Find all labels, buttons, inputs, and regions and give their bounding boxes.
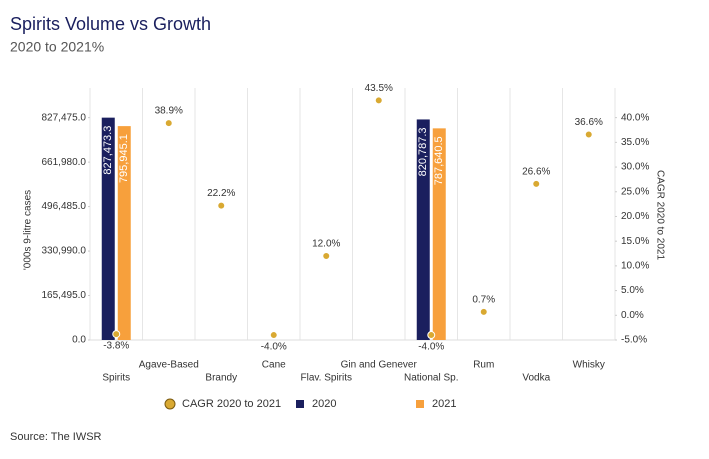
cagr-point bbox=[532, 179, 541, 188]
source: Source: The IWSR bbox=[10, 431, 102, 443]
bar bbox=[416, 119, 430, 341]
cagr-label: -4.0% bbox=[418, 342, 444, 353]
y-tick-label: 827,475.0 bbox=[42, 112, 87, 123]
x-tick-label: National Sp. bbox=[404, 373, 458, 384]
y-tick-label: 330,990.0 bbox=[42, 246, 87, 257]
bar-value-label: 827,473.3 bbox=[102, 126, 114, 175]
cagr-point bbox=[269, 331, 278, 340]
bar bbox=[117, 126, 131, 340]
cagr-point bbox=[584, 130, 593, 139]
y2-tick-label: 25.0% bbox=[621, 186, 649, 197]
y2-tick-label: 35.0% bbox=[621, 137, 649, 148]
x-tick-label: Flav. Spirits bbox=[301, 373, 353, 384]
y2-tick-label: 40.0% bbox=[621, 112, 649, 123]
x-tick-label: Brandy bbox=[205, 373, 237, 384]
y-tick-label: 496,485.0 bbox=[42, 201, 87, 212]
y-tick-label: 661,980.0 bbox=[42, 157, 87, 168]
x-tick-label: Vodka bbox=[522, 373, 550, 384]
y2-tick-label: -5.0% bbox=[621, 335, 647, 346]
cagr-label: 26.6% bbox=[522, 166, 550, 177]
cagr-point bbox=[322, 252, 331, 260]
cagr-point bbox=[479, 307, 488, 316]
x-tick-label: Spirits bbox=[102, 373, 130, 384]
chart-subtitle: 2020 to 2021% bbox=[10, 39, 104, 55]
cagr-label: 43.5% bbox=[365, 83, 393, 94]
y-tick-label: 165,495.0 bbox=[42, 290, 87, 301]
x-tick-label: Rum bbox=[473, 360, 494, 371]
bar-value-label: 820,787.3 bbox=[417, 127, 429, 176]
bar bbox=[101, 117, 115, 340]
cagr-label: 0.7% bbox=[472, 294, 495, 305]
bar-value-label: 795,945.1 bbox=[118, 134, 130, 183]
y2-tick-label: 0.0% bbox=[621, 310, 644, 321]
cagr-label: -3.8% bbox=[103, 341, 129, 352]
y-axis-label: '000s 9-litre cases bbox=[23, 190, 34, 270]
y2-axis-label: CAGR 2020 to 2021 bbox=[654, 170, 665, 260]
legend-label: 2020 bbox=[312, 398, 336, 410]
legend-label: CAGR 2020 to 2021 bbox=[182, 398, 281, 410]
legend-swatch bbox=[296, 400, 304, 408]
y-tick-label: 0.0 bbox=[72, 335, 86, 346]
cagr-point bbox=[374, 96, 383, 105]
cagr-label: -4.0% bbox=[261, 342, 287, 353]
y2-tick-label: 15.0% bbox=[621, 236, 649, 247]
legend-swatch bbox=[416, 400, 424, 408]
cagr-label: 38.9% bbox=[155, 106, 183, 117]
x-tick-label: Agave-Based bbox=[139, 360, 199, 371]
cagr-point bbox=[217, 201, 226, 210]
chart-title: Spirits Volume vs Growth bbox=[10, 14, 211, 34]
cagr-point bbox=[112, 330, 121, 339]
y2-tick-label: 10.0% bbox=[621, 261, 649, 272]
y2-tick-label: 5.0% bbox=[621, 285, 644, 296]
x-tick-label: Whisky bbox=[573, 360, 605, 371]
cagr-label: 22.2% bbox=[207, 188, 235, 199]
legend-swatch bbox=[164, 398, 176, 410]
cagr-label: 12.0% bbox=[312, 239, 340, 250]
x-tick-label: Gin and Genever bbox=[341, 360, 418, 371]
x-tick-label: Cane bbox=[262, 360, 286, 371]
cagr-point bbox=[427, 331, 436, 340]
bar-value-label: 787,640.5 bbox=[433, 136, 445, 185]
cagr-point bbox=[164, 119, 173, 128]
cagr-label: 36.6% bbox=[575, 117, 603, 128]
y2-tick-label: 30.0% bbox=[621, 162, 649, 173]
y2-tick-label: 20.0% bbox=[621, 211, 649, 222]
bar bbox=[432, 128, 446, 340]
legend-label: 2021 bbox=[432, 398, 456, 410]
